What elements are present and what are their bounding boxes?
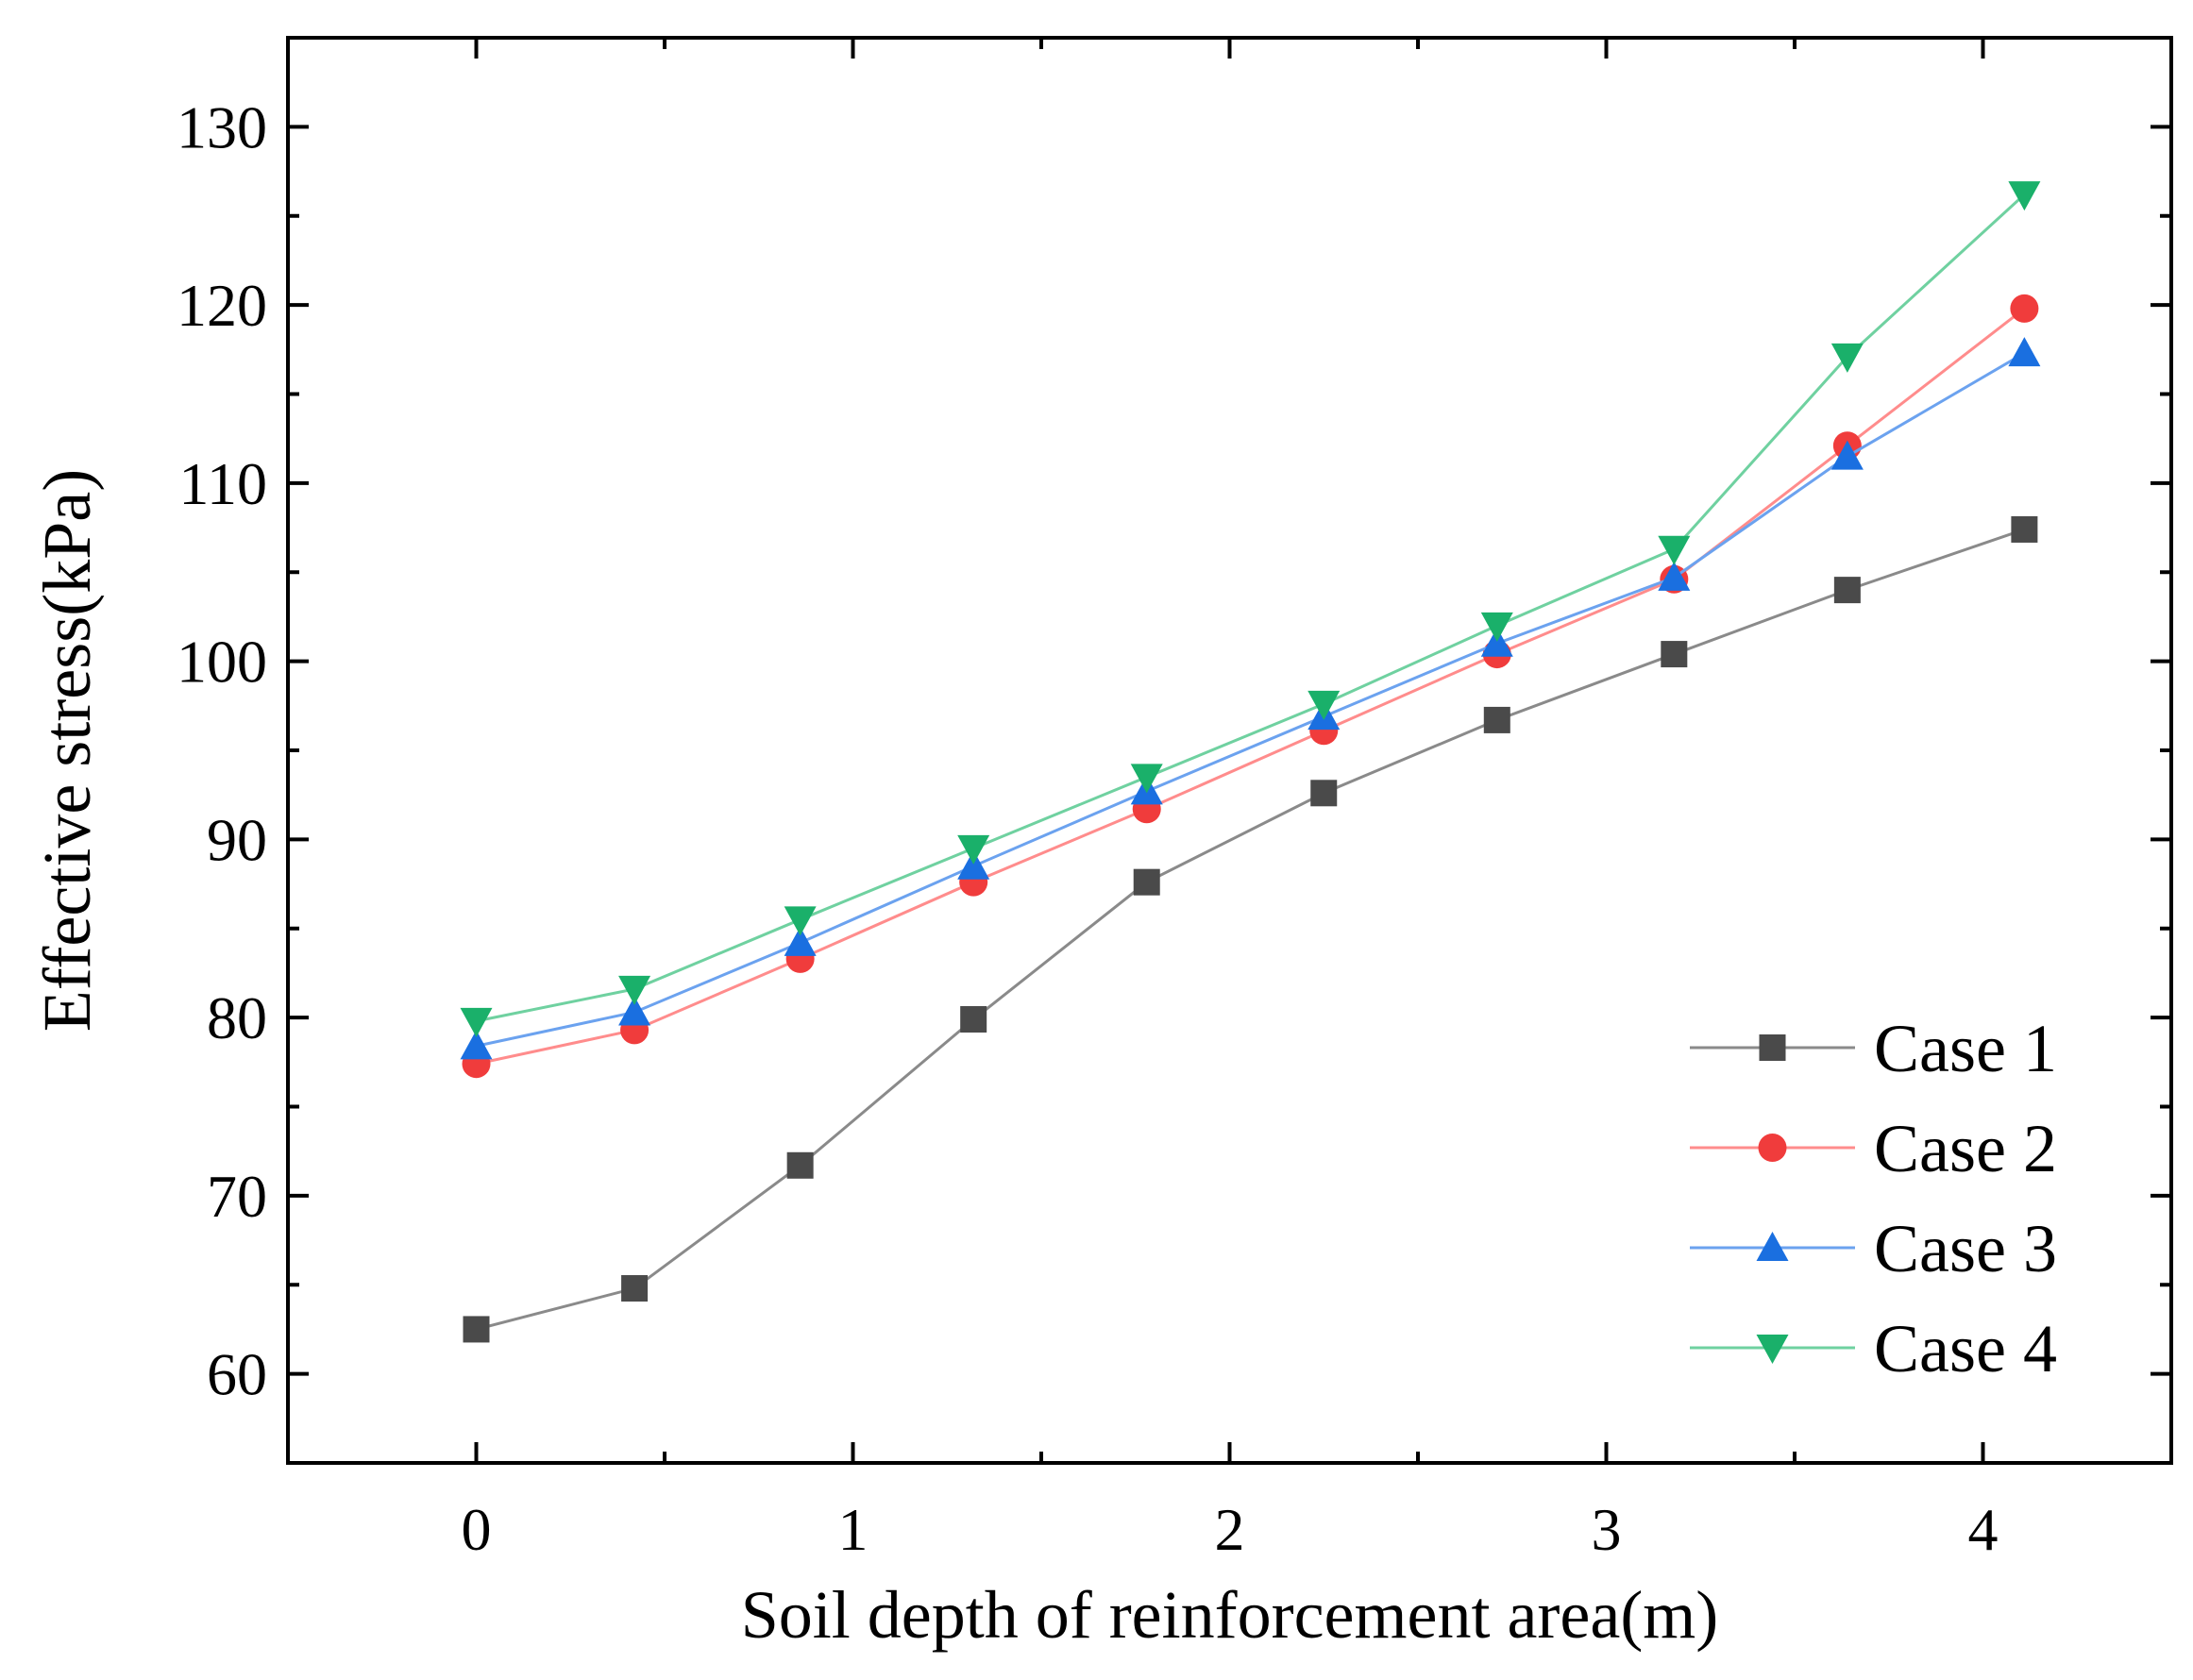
- y-tick-label: 90: [207, 806, 267, 873]
- case-4-point: [460, 1007, 493, 1037]
- x-tick-label: 2: [1215, 1496, 1245, 1563]
- case-1-point: [1310, 780, 1338, 807]
- case-4-point: [1658, 535, 1691, 565]
- case-3-line: [476, 351, 2026, 1048]
- x-tick-label: 0: [462, 1496, 492, 1563]
- x-tick-label: 4: [1968, 1496, 1999, 1563]
- case-1-point: [1661, 641, 1688, 668]
- legend-item-case-4: Case 4: [1690, 1311, 2057, 1386]
- y-tick-label: 110: [178, 450, 267, 517]
- case-3-point: [1658, 561, 1691, 591]
- case-4-point: [957, 834, 990, 865]
- case-3-point: [1830, 440, 1864, 470]
- case-1-point: [1483, 706, 1510, 733]
- legend-marker: [1756, 1232, 1789, 1261]
- case-1-point: [463, 1316, 490, 1343]
- case-1-point: [1133, 868, 1160, 896]
- legend-label: Case 3: [1874, 1211, 2057, 1286]
- case-1-series: [463, 515, 2038, 1343]
- case-2-point: [2010, 294, 2039, 323]
- y-axis-title: Effective stress(kPa): [29, 469, 105, 1032]
- case-4-series: [460, 181, 2041, 1037]
- legend-marker: [1756, 1335, 1789, 1364]
- case-1-point: [2011, 515, 2038, 543]
- legend-item-case-2: Case 2: [1690, 1111, 2057, 1186]
- case-2-series: [462, 294, 2039, 1079]
- legend-item-case-1: Case 1: [1690, 1011, 2057, 1086]
- x-axis-title: Soil depth of reinforcement area(m): [741, 1577, 1719, 1653]
- legend-label: Case 4: [1874, 1311, 2057, 1386]
- legend-item-case-3: Case 3: [1690, 1211, 2057, 1286]
- case-4-point: [1130, 764, 1163, 794]
- axis-ticks: 0 1 2 3 4 60 70 80 90 100 110 120 130: [177, 36, 2173, 1563]
- case-1-point: [786, 1151, 814, 1179]
- legend: Case 1 Case 2 Case 3 Case 4: [1690, 1011, 2057, 1386]
- plot-area: [460, 181, 2041, 1343]
- case-3-point: [2008, 337, 2041, 367]
- y-tick-label: 60: [207, 1341, 267, 1408]
- case-3-point: [460, 1030, 493, 1060]
- case-4-point: [1307, 690, 1341, 720]
- case-3-point: [784, 926, 817, 956]
- case-4-line: [476, 193, 2026, 1023]
- y-tick-label: 70: [207, 1163, 267, 1230]
- case-1-point: [1833, 577, 1861, 604]
- x-tick-label: 1: [838, 1496, 869, 1563]
- x-tick-label: 3: [1592, 1496, 1622, 1563]
- case-4-point: [784, 906, 817, 936]
- case-3-point: [957, 849, 990, 880]
- case-1-point: [960, 1006, 987, 1033]
- legend-label: Case 2: [1874, 1111, 2057, 1186]
- case-4-point: [1480, 612, 1513, 642]
- legend-marker: [1759, 1034, 1786, 1061]
- legend-label: Case 1: [1874, 1011, 2057, 1086]
- y-tick-label: 100: [177, 629, 267, 696]
- case-4-point: [1830, 343, 1864, 373]
- case-3-point: [618, 996, 651, 1026]
- y-tick-label: 120: [177, 272, 267, 339]
- case-2-line: [476, 307, 2026, 1066]
- case-1-point: [621, 1275, 649, 1302]
- case-4-point: [2008, 181, 2041, 211]
- case-1-line: [476, 528, 2025, 1331]
- y-tick-label: 130: [177, 93, 267, 160]
- case-4-point: [618, 975, 651, 1005]
- y-tick-label: 80: [207, 984, 267, 1051]
- legend-marker: [1758, 1134, 1787, 1162]
- case-3-series: [460, 337, 2041, 1060]
- case-3-point: [1480, 627, 1513, 657]
